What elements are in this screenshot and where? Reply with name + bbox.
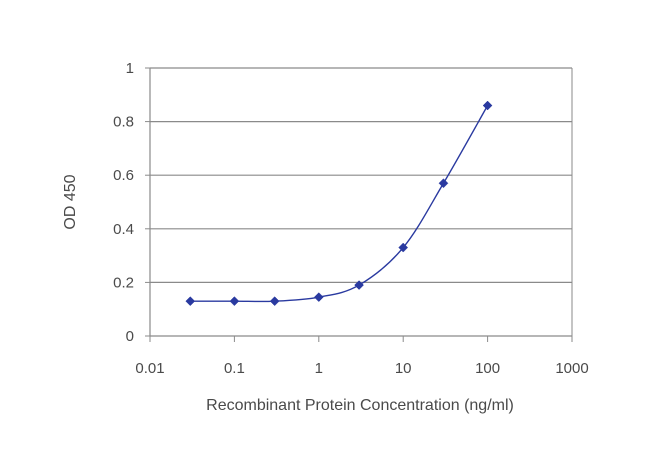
series-line [190,105,489,303]
x-tick-label: 10 [395,360,412,377]
data-point [185,296,196,307]
data-point [482,100,493,111]
y-tick-label: 0 [126,328,134,345]
y-tick-label: 0.6 [113,167,134,184]
data-point [398,242,409,253]
y-tick-label: 0.8 [113,114,134,131]
y-tick-label: 1 [126,60,134,77]
data-point [269,296,280,307]
series-group [185,100,493,307]
x-tick-label: 1 [315,360,323,377]
x-axis-title: Recombinant Protein Concentration (ng/ml… [206,397,514,414]
y-tick-labels: 0 0.2 0.4 0.6 0.8 1 [113,60,134,345]
x-tick-label: 1000 [555,360,588,377]
y-tick-label: 0.4 [113,221,134,238]
data-point [354,280,364,290]
data-point [313,292,324,302]
y-axis-title: OD 450 [62,174,79,229]
x-tick-label: 100 [475,360,500,377]
x-tick-label: 0.01 [135,360,164,377]
axes [145,67,573,342]
data-point [229,296,240,307]
data-point [438,178,449,189]
x-tick-labels: 0.01 0.1 1 10 100 1000 [135,360,588,377]
x-tick-label: 0.1 [224,360,245,377]
y-tick-label: 0.2 [113,274,134,291]
y-gridlines [150,67,572,283]
